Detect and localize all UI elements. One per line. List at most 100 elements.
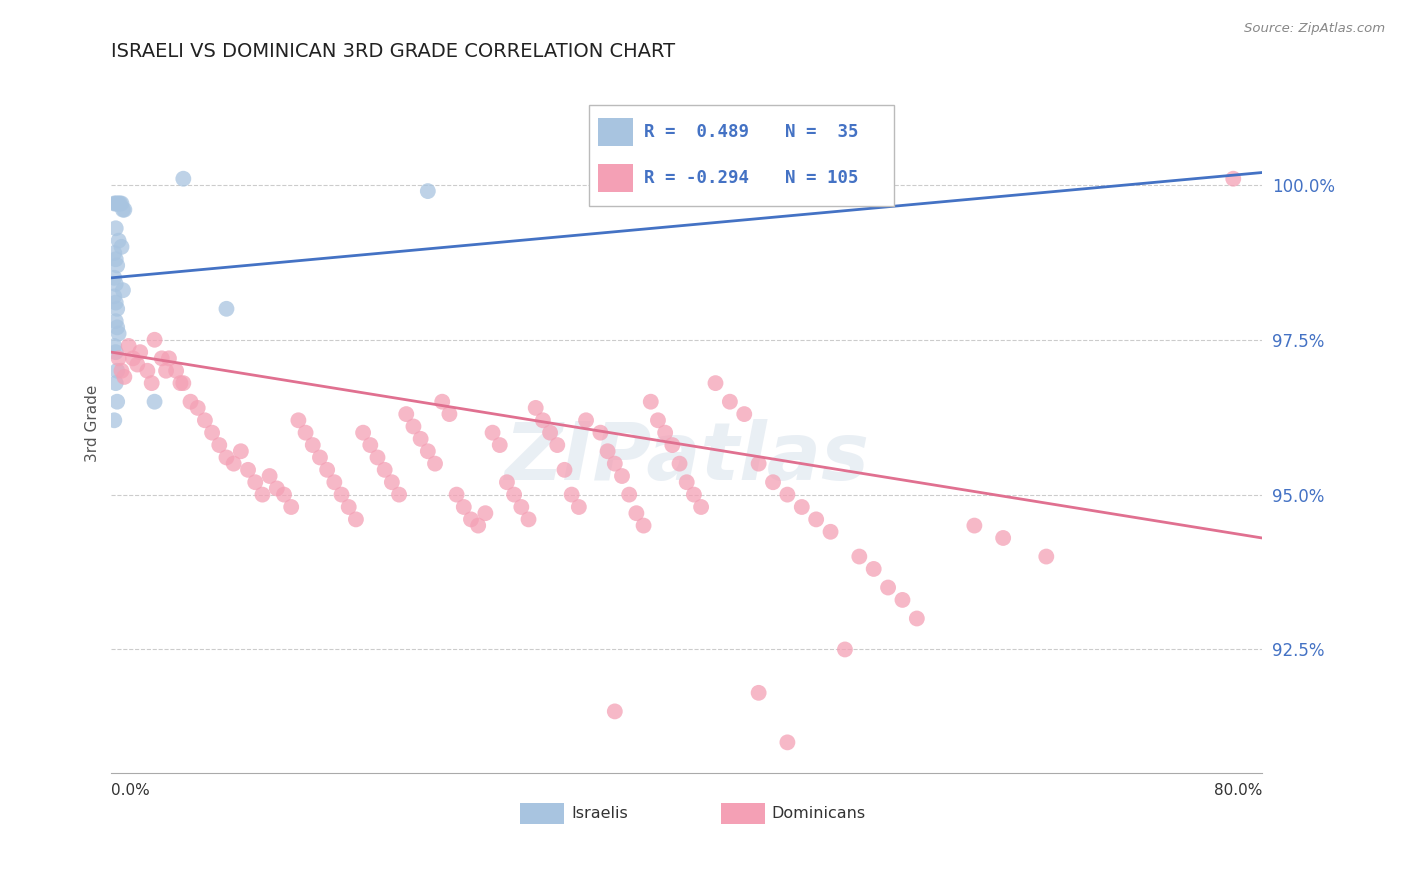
Point	[704, 376, 727, 391]
Point	[496, 475, 519, 490]
Point	[481, 425, 503, 440]
Text: N = 105: N = 105	[785, 169, 858, 187]
Point	[388, 487, 411, 501]
Point	[446, 487, 468, 501]
Point	[105, 364, 128, 378]
Point	[236, 463, 259, 477]
Point	[105, 196, 128, 211]
Point	[143, 394, 166, 409]
Point	[337, 500, 360, 514]
Y-axis label: 3rd Grade: 3rd Grade	[86, 384, 100, 462]
Point	[619, 487, 641, 501]
Text: Source: ZipAtlas.com: Source: ZipAtlas.com	[1244, 22, 1385, 36]
FancyBboxPatch shape	[598, 164, 633, 193]
FancyBboxPatch shape	[520, 804, 564, 824]
Point	[208, 438, 231, 452]
Point	[105, 259, 128, 273]
Point	[103, 196, 125, 211]
Point	[259, 469, 281, 483]
Point	[1035, 549, 1057, 564]
Point	[157, 351, 180, 366]
Point	[129, 345, 152, 359]
Point	[432, 394, 454, 409]
Point	[804, 512, 827, 526]
Point	[215, 450, 238, 465]
Point	[103, 413, 125, 427]
Point	[460, 512, 482, 526]
Point	[112, 202, 135, 217]
Point	[229, 444, 252, 458]
Point	[423, 457, 446, 471]
Point	[103, 339, 125, 353]
Point	[690, 500, 713, 514]
Point	[610, 469, 633, 483]
Point	[107, 351, 129, 366]
Point	[748, 686, 770, 700]
Point	[309, 450, 332, 465]
Point	[155, 364, 177, 378]
Point	[110, 196, 132, 211]
Point	[790, 500, 813, 514]
Point	[748, 457, 770, 471]
Point	[180, 394, 202, 409]
Point	[222, 457, 245, 471]
FancyBboxPatch shape	[598, 118, 633, 145]
Point	[524, 401, 547, 415]
Point	[187, 401, 209, 415]
Point	[474, 506, 496, 520]
Point	[150, 351, 173, 366]
Text: Israelis: Israelis	[572, 806, 628, 822]
Text: ZIPatlas: ZIPatlas	[505, 419, 869, 498]
Point	[409, 432, 432, 446]
Point	[488, 438, 510, 452]
Point	[215, 301, 238, 316]
Point	[127, 358, 149, 372]
Point	[603, 457, 626, 471]
Point	[110, 240, 132, 254]
Point	[589, 425, 612, 440]
Point	[108, 196, 131, 211]
Point	[834, 642, 856, 657]
Point	[862, 562, 884, 576]
Point	[301, 438, 323, 452]
Point	[402, 419, 425, 434]
Point	[103, 289, 125, 303]
Point	[104, 196, 127, 211]
Point	[603, 705, 626, 719]
Text: N =  35: N = 35	[785, 122, 858, 141]
Point	[891, 593, 914, 607]
Point	[169, 376, 191, 391]
Point	[287, 413, 309, 427]
Point	[111, 283, 134, 297]
Point	[136, 364, 159, 378]
Point	[553, 463, 575, 477]
Point	[105, 394, 128, 409]
Point	[294, 425, 316, 440]
Point	[991, 531, 1014, 545]
Point	[105, 320, 128, 334]
Point	[112, 370, 135, 384]
Point	[104, 376, 127, 391]
Point	[316, 463, 339, 477]
Point	[640, 394, 662, 409]
Point	[762, 165, 785, 179]
Text: R =  0.489: R = 0.489	[644, 122, 749, 141]
Point	[107, 326, 129, 341]
Point	[762, 475, 785, 490]
Point	[381, 475, 404, 490]
Point	[118, 339, 141, 353]
Point	[323, 475, 346, 490]
Point	[266, 482, 288, 496]
Point	[905, 611, 928, 625]
Point	[517, 512, 540, 526]
Point	[143, 333, 166, 347]
Point	[776, 487, 799, 501]
Point	[467, 518, 489, 533]
Point	[194, 413, 217, 427]
Point	[596, 444, 619, 458]
Point	[531, 413, 554, 427]
Point	[776, 735, 799, 749]
Point	[374, 463, 396, 477]
Point	[718, 394, 741, 409]
Point	[344, 512, 367, 526]
